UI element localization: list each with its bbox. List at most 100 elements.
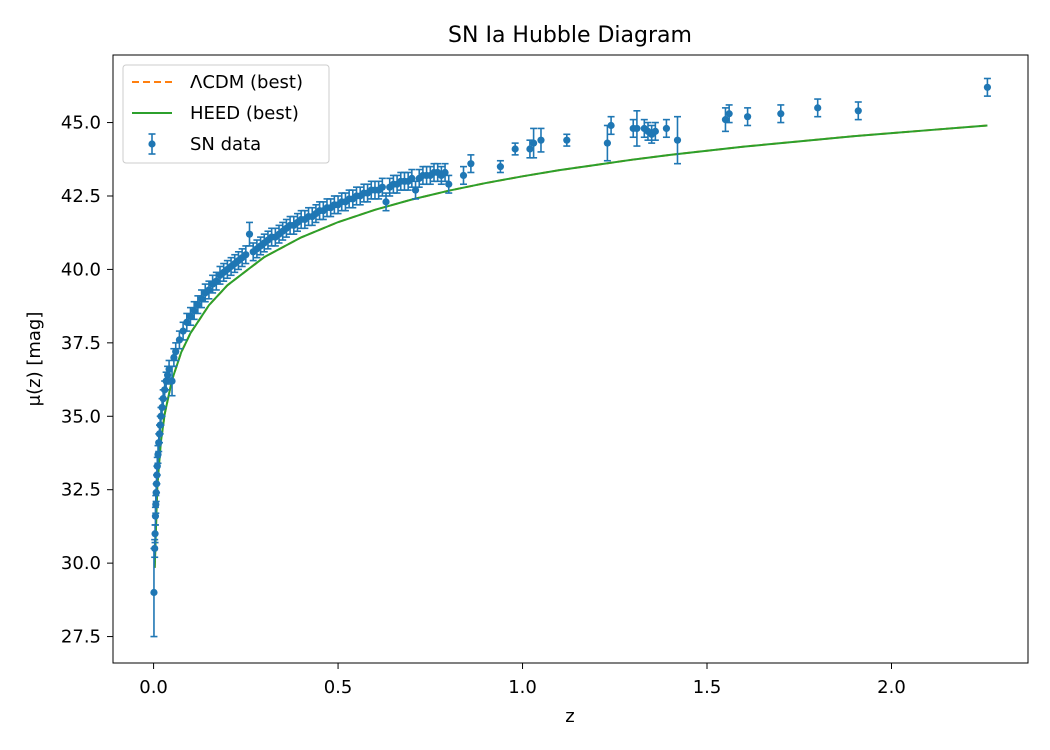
data-marker	[194, 301, 202, 309]
sn-data-point	[537, 127, 545, 153]
y-tick-label: 40.0	[61, 259, 101, 280]
data-marker	[245, 230, 254, 238]
sn-data-point	[411, 180, 420, 200]
sn-data-point	[190, 300, 198, 321]
sn-data-point	[725, 104, 733, 124]
y-tick-label: 45.0	[61, 113, 101, 134]
data-marker	[165, 365, 173, 373]
data-marker	[382, 198, 390, 206]
data-marker	[496, 163, 504, 171]
sn-data-point	[393, 174, 401, 194]
data-marker	[205, 286, 213, 294]
data-marker	[814, 104, 822, 112]
sn-data-point	[245, 221, 254, 247]
sn-data-point	[777, 104, 785, 124]
sn-data-point	[983, 77, 992, 97]
data-marker	[537, 136, 545, 144]
data-marker	[168, 377, 176, 385]
legend-entry: SN data	[148, 133, 261, 155]
legend: ΛCDM (best) HEED (best) SN data	[122, 64, 330, 164]
y-tick-label: 30.0	[61, 553, 101, 574]
data-marker	[150, 588, 158, 597]
data-marker	[197, 295, 206, 303]
data-marker	[563, 136, 571, 144]
data-marker	[725, 110, 733, 118]
y-tick-label: 35.0	[61, 406, 101, 427]
x-axis-label: z	[565, 706, 574, 727]
data-marker	[511, 145, 519, 153]
sn-data-point	[814, 98, 822, 118]
data-marker	[743, 113, 752, 121]
data-marker	[651, 127, 659, 135]
data-marker	[854, 107, 862, 115]
sn-data-point	[721, 107, 730, 133]
sn-data-point	[651, 121, 659, 141]
data-marker	[459, 171, 468, 180]
data-marker	[721, 116, 730, 124]
sn-data-point	[673, 115, 682, 165]
plot-area-frame	[112, 54, 1029, 664]
sn-data-point	[603, 124, 611, 162]
sn-data-point	[165, 359, 173, 379]
data-marker	[152, 500, 160, 508]
data-marker	[151, 544, 159, 553]
data-marker	[411, 186, 420, 194]
sn-data-point	[459, 165, 468, 186]
chart-title: SN Ia Hubble Diagram	[448, 23, 692, 48]
data-marker	[673, 136, 682, 144]
data-marker	[183, 318, 191, 326]
legend-entry: ΛCDM (best)	[132, 72, 303, 93]
data-marker	[408, 174, 416, 182]
y-tick-label: 42.5	[61, 186, 101, 207]
data-marker	[441, 168, 449, 177]
sn-data-point	[496, 159, 504, 174]
sn-data-point	[382, 192, 390, 212]
x-tick-label: 0.5	[324, 677, 353, 698]
sn-data-point	[607, 115, 615, 136]
data-marker	[153, 462, 161, 470]
y-tick-label: 27.5	[61, 627, 101, 648]
sn-data-point	[445, 174, 453, 194]
data-marker	[777, 110, 785, 118]
data-marker	[662, 124, 671, 133]
heed-curve	[153, 124, 988, 568]
data-marker	[607, 121, 615, 130]
sn-data-point	[633, 110, 641, 147]
sn-data-points	[150, 77, 992, 638]
sn-data-point	[467, 154, 475, 174]
model-curves	[153, 124, 988, 568]
legend-label: SN data	[190, 134, 261, 155]
y-tick-label: 32.5	[61, 480, 101, 501]
legend-box	[122, 64, 330, 164]
data-marker	[633, 124, 641, 133]
legend-label: HEED (best)	[190, 103, 299, 124]
sn-data-point	[175, 330, 184, 350]
sn-data-point	[231, 253, 239, 274]
data-marker	[175, 336, 184, 344]
y-axis-label: μ(z) [mag]	[24, 312, 45, 407]
y-axis: 27.5 30.0 32.5 35.0 37.5 40.0 42.5 45.0	[61, 113, 113, 648]
sn-data-point	[205, 280, 213, 300]
legend-label: ΛCDM (best)	[190, 72, 303, 93]
sn-data-point	[662, 118, 671, 139]
data-marker	[179, 327, 187, 335]
data-marker	[530, 139, 538, 147]
sn-data-point	[563, 133, 571, 147]
sn-data-point	[150, 547, 158, 638]
data-marker	[172, 348, 180, 356]
sn-data-point	[854, 101, 862, 121]
data-marker	[983, 83, 992, 91]
data-marker	[151, 530, 159, 538]
sn-data-point	[511, 142, 519, 156]
data-marker	[603, 139, 611, 147]
data-marker	[526, 145, 534, 153]
sn-data-point	[179, 321, 187, 341]
data-marker	[212, 277, 220, 285]
x-tick-label: 1.0	[508, 677, 537, 698]
sn-data-point	[530, 127, 538, 159]
sn-data-point	[378, 177, 386, 197]
x-tick-label: 0.0	[139, 677, 168, 698]
legend-marker-swatch	[148, 140, 156, 148]
data-marker	[190, 306, 198, 315]
